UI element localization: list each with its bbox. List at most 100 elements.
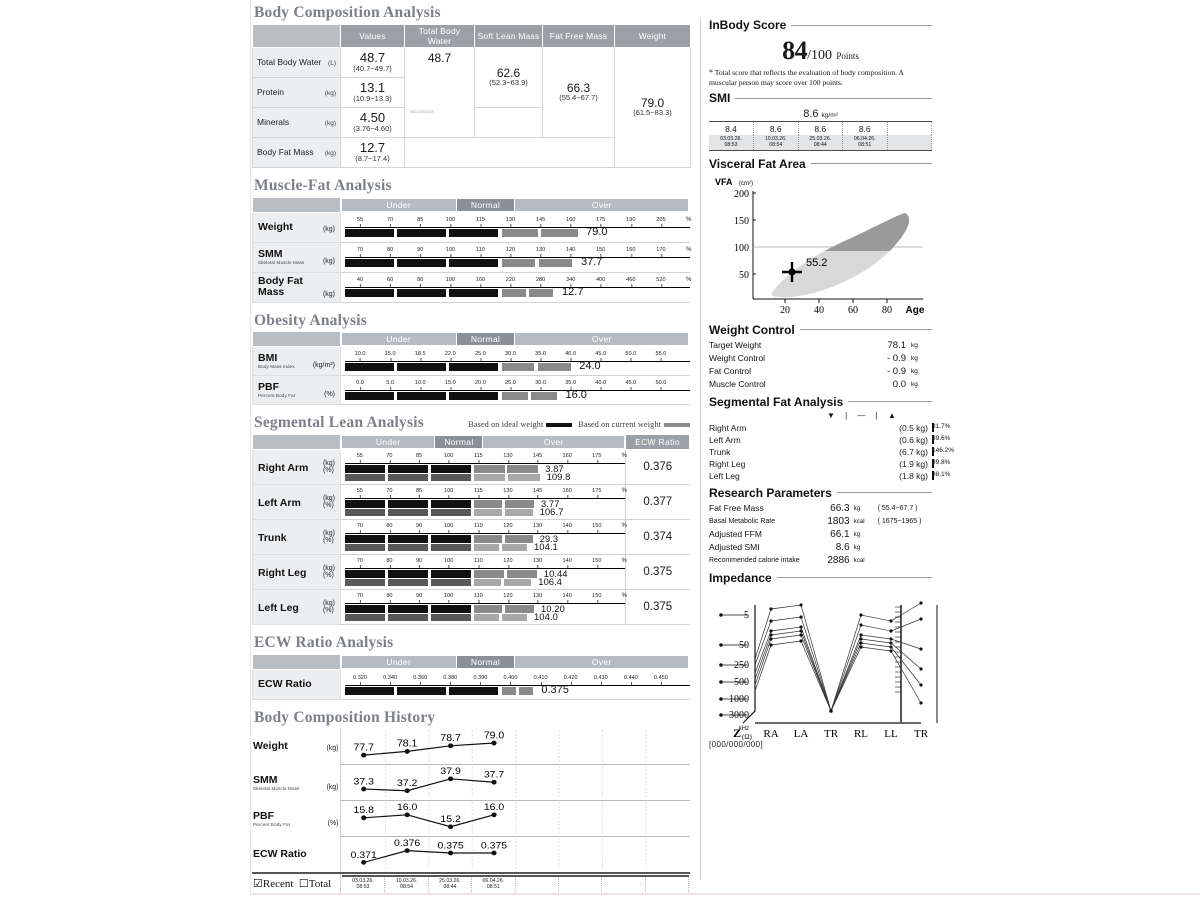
- scale-tick: 70: [356, 247, 364, 258]
- tbw-span-cell: 48.7 TWD-03302025: [404, 46, 475, 138]
- bar-segment-normal: [538, 259, 573, 268]
- history-date: 25.03.26. 08:44: [439, 877, 461, 891]
- legend-current-swatch: [664, 423, 690, 428]
- row-label-sublabel: Skeletal Muscle Mass: [253, 785, 300, 791]
- bar-segment-dark: [430, 605, 471, 614]
- impedance-trace: [754, 634, 922, 712]
- total-checkbox[interactable]: ☐: [298, 877, 309, 890]
- row-label-sublabel: Percent Body Fat: [258, 393, 296, 399]
- recent-label[interactable]: Recent: [262, 877, 294, 890]
- smi-date-cell: 25.03.26. 08:44: [798, 134, 843, 151]
- history-date-cell: 03.03.26. 08:53: [341, 874, 386, 892]
- smi-value-cell: 8.6: [842, 121, 888, 135]
- scale-tick: 100: [444, 453, 454, 464]
- row-label-text: ECW Ratio: [253, 847, 307, 860]
- legend-current-label: Based on current weight: [578, 420, 661, 430]
- bar-segment-normal: [504, 535, 533, 544]
- range-graph-cell: 70 80 90 100 110 120 130 140 150% 10.44 106.4: [340, 554, 627, 591]
- row-label-ecw-ratio: ECW Ratio: [252, 837, 340, 873]
- bar-segment-dark: [449, 363, 499, 372]
- weight-range: (61.5~83.3): [633, 108, 672, 118]
- table-row: Right Leg (kg) (%) 70 80 90 100 110 120 130 140…: [252, 554, 690, 591]
- bar-segment-dark: [345, 605, 386, 614]
- weight-control-label: Muscle Control: [709, 379, 766, 390]
- label-text: Total Body Water: [257, 57, 322, 68]
- history-point: [404, 848, 410, 854]
- table-row: Right Arm (0.5 kg) 81.7%: [709, 422, 950, 434]
- scale-tick: 130: [532, 523, 543, 534]
- scale-tick: 55: [356, 453, 363, 464]
- note-text: Total score that reflects the evaluation…: [709, 68, 904, 87]
- scale-ruler: 40 60 80 100 160 220 280 340 400 460 520%: [345, 277, 692, 289]
- scale-tick: 0.400: [503, 674, 518, 685]
- table-row: Recommended calorie intake 2886 kcal: [709, 554, 932, 567]
- header-zones: Under Normal Over: [340, 434, 626, 451]
- scale-ruler: 70 80 90 100 110 120 130 140 150%: [345, 558, 627, 570]
- history-point-label: 78.7: [440, 733, 461, 744]
- range-graph-cell: 55 70 85 100 115 130 145 160 175 190 205% 79.0: [340, 212, 692, 243]
- scale-tick: 25.0: [474, 351, 486, 362]
- watermark-code: TWD-03302025: [409, 110, 434, 115]
- smi-date-cell: [887, 134, 932, 151]
- impedance-trace: [754, 630, 922, 712]
- bar-segment-dark: [397, 686, 447, 695]
- scale-tick: 145: [532, 453, 543, 464]
- impedance-chart: 5 50 250 500 1000 3000 kHz RA LA TR RL LL TR Z (Ω): [709, 587, 938, 742]
- scale-ruler: 10.0 15.0 18.5 22.0 25.0 30.0 35.0 40.0 45.0 50.0…: [345, 351, 690, 363]
- scale-ruler: 70 80 90 100 110 120 130 140 150 160 170%: [345, 247, 692, 259]
- bar-segment-dark: [345, 259, 394, 268]
- history-point-label: 0.375: [437, 841, 464, 851]
- weight-control-unit: kg: [911, 354, 918, 362]
- scale-unit: %: [621, 453, 627, 460]
- visceral-fat-area-chart: VFA (cm²) 200 150 100 50: [709, 173, 932, 323]
- history-point-label: 0.376: [394, 839, 421, 849]
- section-title-muscle-fat-analysis: Muscle-Fat Analysis: [254, 176, 392, 194]
- history-point: [360, 860, 366, 866]
- scale-tick: 0.340: [383, 674, 398, 685]
- history-date-cell: 10.03.26. 08:54: [384, 874, 429, 892]
- range: (3.76~4.60): [353, 124, 392, 133]
- scale-tick: 30.0: [505, 351, 516, 362]
- scale-unit: %: [621, 523, 627, 530]
- scale-tick: 110: [473, 558, 483, 569]
- range-graph-cell: 70 80 90 100 110 120 130 140 150 160 170% 37.7: [340, 242, 692, 273]
- recent-checkbox[interactable]: ☑: [253, 877, 263, 890]
- scale-tick: 70: [356, 523, 363, 534]
- impedance-segment-label: LA: [794, 728, 809, 740]
- title-text: Impedance: [709, 570, 772, 585]
- row-label-unit: (%): [324, 391, 335, 399]
- ffm-span-cell: 66.3 (55.4~67.7): [542, 46, 615, 138]
- bar-segment-normal: [503, 579, 532, 587]
- weight-value: 79.0: [640, 95, 665, 110]
- row-label-unit-pct: (%): [322, 607, 334, 615]
- research-param-range: [878, 554, 932, 567]
- history-view-toggles[interactable]: ☑Recent ☐Total: [252, 871, 340, 893]
- bar-segment-normal: [505, 500, 534, 509]
- bottom-filler: [404, 136, 615, 168]
- bar-value: 10.20: [541, 604, 565, 616]
- row-label-text: Weight: [253, 740, 288, 753]
- range-header-row: Under Normal Over: [252, 331, 690, 348]
- table-header-row: Values Total Body Water Soft Lean Mass F…: [252, 23, 691, 48]
- history-point: [490, 812, 497, 818]
- scale-tick: 35.0: [565, 380, 577, 391]
- inbody-score-number: 84: [782, 36, 808, 65]
- scale-tick: 90: [415, 558, 423, 569]
- impedance-svg: 5 50 250 500 1000 3000 kHz RA LA TR RL LL TR Z (Ω): [719, 601, 938, 741]
- scale-tick: 0.360: [413, 674, 428, 685]
- scale-tick: 120: [503, 558, 513, 569]
- bar-segment-dark: [397, 229, 447, 238]
- total-label[interactable]: Total: [308, 877, 332, 890]
- bar-segment-normal: [501, 229, 538, 238]
- table-row: Muscle Control 0.0 kg: [709, 378, 932, 391]
- scale-tick: 110: [473, 593, 483, 604]
- history-point-label: 79.0: [483, 731, 504, 742]
- scale-tick: 10.0: [414, 380, 426, 391]
- history-date-cell: 25.03.26. 08:44: [428, 874, 473, 892]
- segmental-fat-percent: 81.7%: [932, 423, 951, 431]
- bar-segment-dark: [387, 579, 429, 587]
- table-row: SMM Skeletal Muscle Mass (kg) 37.3 37.2 37…: [252, 764, 690, 802]
- history-point-label: 15.8: [353, 806, 374, 817]
- slm-value: 62.6: [496, 65, 521, 80]
- segmental-fat-kg: (1.8 kg): [899, 470, 928, 481]
